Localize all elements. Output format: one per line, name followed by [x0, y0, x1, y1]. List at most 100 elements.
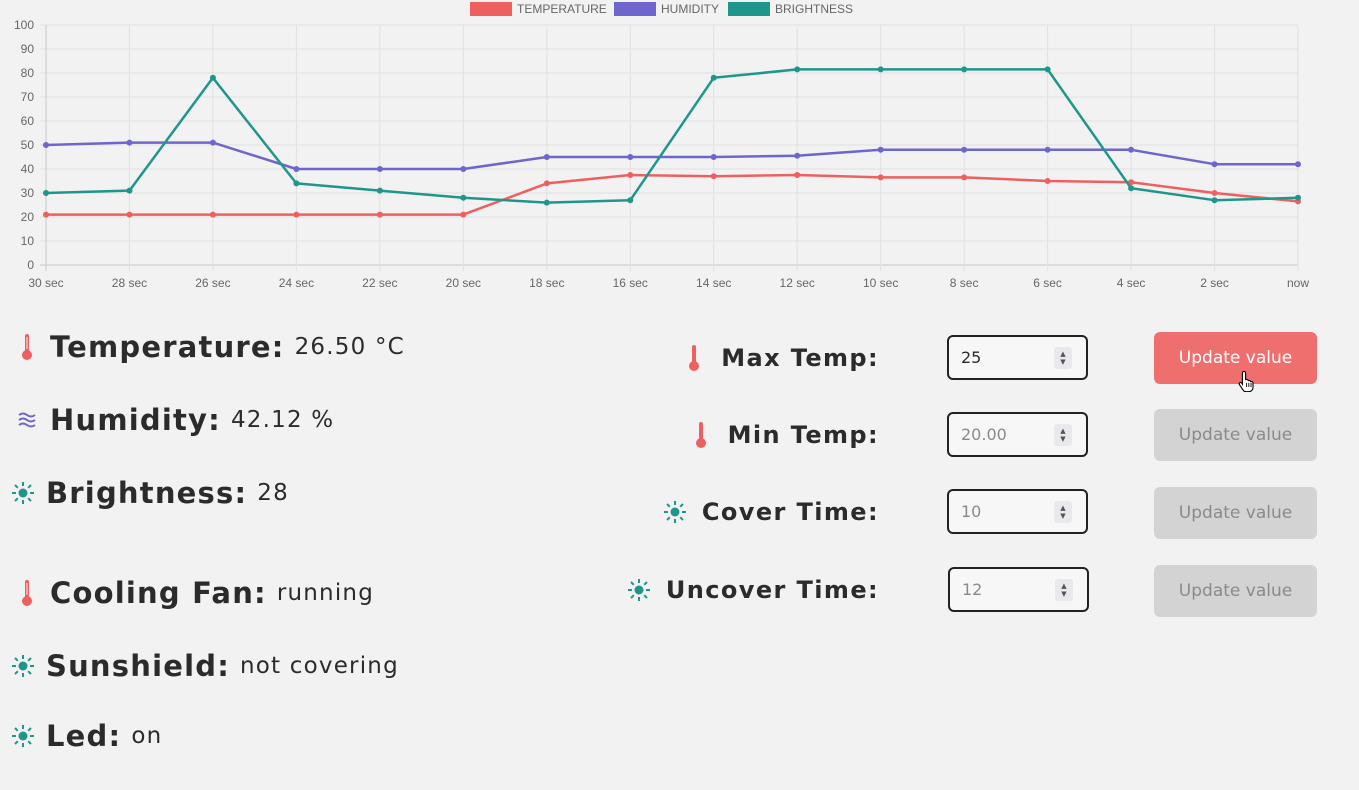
data-point-humidity — [877, 146, 884, 153]
data-point-brightness — [126, 187, 133, 194]
x-tick-label: now — [1287, 276, 1309, 290]
data-point-brightness — [1044, 66, 1051, 73]
max-temp-label: Max Temp: — [721, 344, 879, 372]
y-tick-label: 10 — [21, 234, 35, 248]
data-point-humidity — [126, 139, 133, 146]
x-tick-label: 6 sec — [1033, 276, 1062, 290]
chart-series — [43, 66, 1301, 218]
min-temp-setting: Min Temp: 20.00 ▲ ▼ Update value — [0, 409, 1359, 461]
x-tick-label: 2 sec — [1200, 276, 1229, 290]
sensor-line-chart: TEMPERATURE HUMIDITY BRIGHTNESS 0 10 20 30 4… — [14, 2, 1309, 290]
data-point-temperature — [209, 211, 216, 218]
uncover-time-spinner[interactable]: ▲ ▼ — [1055, 578, 1073, 601]
y-tick-label: 40 — [21, 162, 35, 176]
uncover-time-setting: Uncover Time: 12 ▲ ▼ Update value — [0, 565, 1359, 617]
led-label: Led: — [46, 719, 122, 753]
cover-time-input[interactable]: 10 ▲ ▼ — [947, 489, 1088, 534]
data-point-humidity — [627, 154, 634, 160]
x-tick-label: 14 sec — [696, 276, 731, 290]
y-tick-label: 30 — [21, 186, 35, 200]
data-point-humidity — [460, 166, 467, 172]
legend-swatch-brightness — [728, 2, 770, 16]
data-point-humidity — [376, 166, 383, 172]
data-point-temperature — [1128, 179, 1135, 186]
led-value: on — [131, 723, 163, 749]
sun-icon — [626, 578, 652, 602]
x-tick-label: 16 sec — [613, 276, 648, 290]
data-point-temperature — [293, 211, 300, 218]
y-tick-label: 20 — [21, 210, 35, 224]
sunshield-reading: Sunshield: not covering — [10, 649, 399, 683]
data-point-temperature — [627, 172, 634, 178]
sun-icon — [10, 724, 36, 748]
data-point-temperature — [877, 174, 884, 181]
max-temp-input[interactable]: 25 ▲ ▼ — [947, 335, 1088, 380]
temperature-value: 26.50 °C — [294, 334, 405, 360]
data-point-temperature — [794, 172, 801, 178]
x-tick-label: 8 sec — [950, 276, 979, 290]
max-temp-update-button[interactable]: Update value — [1154, 332, 1317, 384]
max-temp-spinner[interactable]: ▲ ▼ — [1054, 346, 1072, 369]
data-point-humidity — [543, 154, 550, 160]
data-point-brightness — [43, 190, 49, 196]
data-point-temperature — [1211, 190, 1218, 196]
uncover-time-input-placeholder: 12 — [962, 580, 983, 599]
data-point-brightness — [293, 180, 300, 187]
y-tick-label: 100 — [14, 18, 34, 32]
x-tick-label: 20 sec — [446, 276, 481, 290]
x-tick-label: 28 sec — [112, 276, 147, 290]
brightness-value: 28 — [257, 480, 289, 506]
min-temp-label-group: Min Temp: — [688, 411, 879, 459]
y-tick-label: 60 — [21, 114, 35, 128]
data-point-brightness — [1211, 197, 1218, 204]
brightness-label: Brightness: — [46, 476, 248, 510]
x-tick-label: 10 sec — [863, 276, 898, 290]
data-point-humidity — [1211, 161, 1218, 168]
thermometer-icon — [14, 579, 40, 607]
uncover-time-update-button[interactable]: Update value — [1154, 565, 1317, 617]
x-tick-label: 22 sec — [362, 276, 397, 290]
data-point-brightness — [1295, 194, 1301, 201]
data-point-humidity — [794, 152, 801, 159]
data-point-brightness — [710, 74, 717, 81]
data-point-humidity — [43, 142, 49, 148]
min-temp-spinner[interactable]: ▲ ▼ — [1054, 423, 1072, 446]
min-temp-input[interactable]: 20.00 ▲ ▼ — [947, 412, 1088, 457]
cover-time-label-group: Cover Time: — [662, 488, 879, 536]
sun-icon — [10, 481, 36, 505]
min-temp-label: Min Temp: — [727, 421, 879, 449]
sun-icon — [10, 654, 36, 678]
temperature-label: Temperature: — [50, 330, 285, 364]
data-point-brightness — [877, 66, 884, 73]
y-tick-label: 70 — [21, 90, 35, 104]
series-line-brightness — [45, 68, 1299, 204]
temperature-reading: Temperature: 26.50 °C — [14, 330, 405, 364]
x-tick-label: 24 sec — [279, 276, 314, 290]
humidity-icon — [14, 411, 40, 429]
cover-time-input-placeholder: 10 — [961, 502, 982, 521]
uncover-time-input[interactable]: 12 ▲ ▼ — [948, 567, 1089, 612]
series-line-temperature — [46, 173, 1299, 216]
y-tick-label: 80 — [21, 66, 35, 80]
thermometer-icon — [14, 333, 40, 361]
data-point-humidity — [961, 146, 968, 153]
cover-time-spinner[interactable]: ▲ ▼ — [1054, 500, 1072, 523]
data-point-brightness — [627, 197, 634, 204]
data-point-temperature — [126, 211, 133, 218]
data-point-humidity — [209, 139, 216, 146]
legend-swatch-humidity — [614, 2, 656, 16]
y-tick-label: 90 — [21, 42, 35, 56]
data-point-brightness — [543, 199, 550, 206]
x-tick-label: 18 sec — [529, 276, 564, 290]
data-point-brightness — [209, 74, 216, 81]
legend-label-humidity: HUMIDITY — [661, 2, 719, 16]
data-point-temperature — [460, 211, 467, 218]
legend-swatch-temperature — [470, 2, 512, 16]
data-point-temperature — [1044, 178, 1051, 184]
cover-time-update-button[interactable]: Update value — [1154, 487, 1317, 539]
chart-legend: TEMPERATURE HUMIDITY BRIGHTNESS — [470, 2, 853, 16]
data-point-humidity — [1044, 146, 1051, 153]
min-temp-update-button[interactable]: Update value — [1154, 409, 1317, 461]
led-reading: Led: on — [10, 719, 162, 753]
humidity-label: Humidity: — [50, 403, 221, 437]
